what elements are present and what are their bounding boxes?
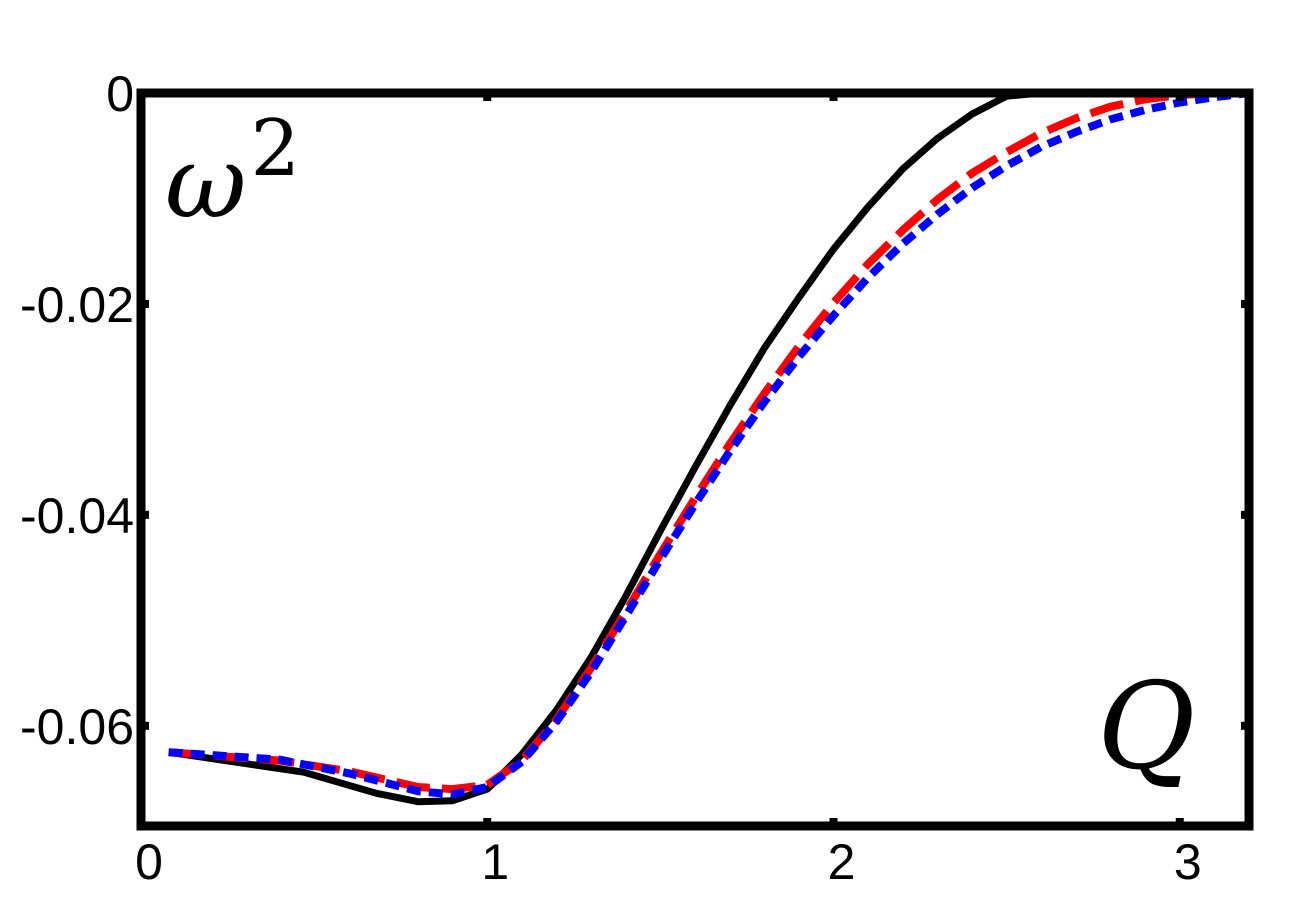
series-line-2 [168,89,1243,794]
plot-frame [136,88,1254,831]
series-line-3 [168,89,1250,799]
y-tick-label: -0.02 [20,277,134,333]
y-tick-label: -0.04 [20,488,134,544]
x-tick-label: 1 [481,834,509,890]
x-tick-label: 3 [1174,834,1202,890]
series-line-1 [168,89,1042,806]
y-axis-label-superscript: 2 [251,104,301,194]
y-tick-label: 0 [106,66,134,122]
ticks-layer [137,89,1249,826]
x-tick-label: 0 [135,834,163,890]
x-tick-label: 2 [828,834,856,890]
labels-layer: 0 1 2 3 0 -0.02 -0.04 -0.06 [20,66,1202,890]
y-tick-label: -0.06 [20,699,134,755]
y-axis-label: ω2 [165,104,300,241]
x-axis-label: Q [1097,658,1195,797]
series-layer [168,89,1250,806]
y-axis-label-symbol: ω [165,124,247,241]
